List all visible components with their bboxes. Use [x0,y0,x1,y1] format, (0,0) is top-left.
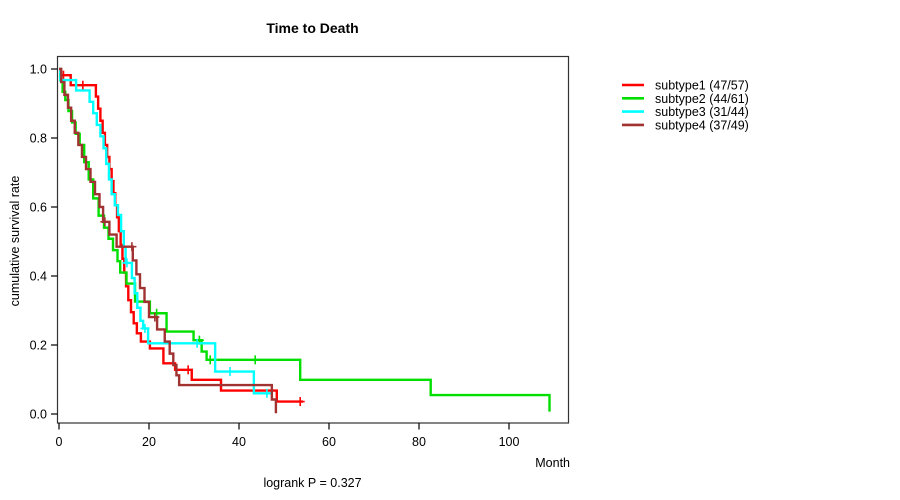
y-tick-label: 0.6 [30,201,47,215]
y-tick-label: 0.8 [30,132,47,146]
x-tick-label: 80 [412,435,426,449]
x-axis-label: Month [535,456,570,470]
x-tick-label: 0 [56,435,63,449]
y-tick-label: 0.0 [30,408,47,422]
legend-label-subtype3: subtype3 (31/44) [655,105,749,119]
y-axis-label: cumulative survival rate [8,175,22,307]
x-tick-label: 40 [232,435,246,449]
y-tick-label: 1.0 [30,63,47,77]
legend-label-subtype1: subtype1 (47/57) [655,79,749,93]
plot-box [56,55,570,424]
y-tick-label: 0.4 [30,270,47,284]
legend-label-subtype4: subtype4 (37/49) [655,118,749,132]
x-tick-label: 60 [322,435,336,449]
survival-curve-subtype1 [59,67,303,403]
survival-curve-subtype4 [59,67,278,414]
logrank-caption: logrank P = 0.327 [263,476,362,490]
survival-curve-subtype3 [59,67,271,395]
x-tick-label: 100 [499,435,520,449]
plot-title: Time to Death [266,20,359,36]
x-tick-label: 20 [142,435,156,449]
legend-label-subtype2: subtype2 (44/61) [655,92,749,106]
survival-curve-subtype2 [59,67,551,412]
y-tick-label: 0.2 [30,339,47,353]
